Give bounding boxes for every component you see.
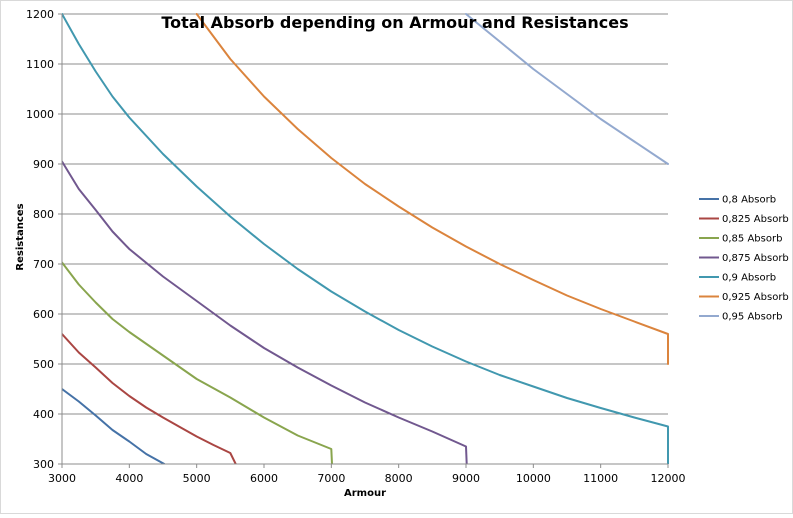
y-tick-label: 1100 [26, 58, 54, 71]
y-tick-label: 600 [33, 308, 54, 321]
series-line-2 [62, 261, 333, 464]
legend-item: 0,85 Absorb [699, 234, 782, 245]
x-tick-label: 3000 [48, 472, 76, 485]
gridlines [62, 13, 668, 465]
x-tick-label: 11000 [583, 472, 618, 485]
series-line-1 [62, 333, 237, 464]
x-tick-label: 12000 [651, 472, 686, 485]
legend-label: 0,825 Absorb [722, 214, 789, 225]
legend-item: 0,8 Absorb [699, 195, 776, 206]
x-tick-label: 9000 [452, 472, 480, 485]
series-line-3 [62, 160, 468, 464]
y-axis-title: Resistances [15, 203, 26, 270]
y-tick-label: 800 [33, 208, 54, 221]
legend-label: 0,85 Absorb [722, 234, 782, 245]
legend-item: 0,875 Absorb [699, 253, 789, 264]
y-tick-label: 500 [33, 358, 54, 371]
series-line-5 [195, 13, 669, 365]
y-tick-label: 700 [33, 258, 54, 271]
y-tick-label: 400 [33, 408, 54, 421]
series-line-6 [465, 13, 669, 165]
chart-title: Total Absorb depending on Armour and Res… [161, 13, 628, 32]
y-tick-label: 1200 [26, 8, 54, 21]
x-axis-title: Armour [344, 488, 386, 499]
x-tick-label: 4000 [115, 472, 143, 485]
legend-label: 0,95 Absorb [722, 312, 782, 323]
legend-item: 0,825 Absorb [699, 214, 789, 225]
x-tick-label: 7000 [317, 472, 345, 485]
y-tick-label: 300 [33, 458, 54, 471]
axes: 300 400 500 600 700 800 900 1000 1100 1200 3000 400… [26, 8, 686, 485]
legend-label: 0,8 Absorb [722, 195, 776, 206]
legend-label: 0,925 Absorb [722, 292, 789, 303]
legend: 0,8 Absorb 0,825 Absorb 0,85 Absorb 0,875 A… [699, 195, 789, 323]
y-tick-label: 1000 [26, 108, 54, 121]
x-tick-label: 8000 [385, 472, 413, 485]
x-tick-label: 6000 [250, 472, 278, 485]
series-lines [62, 13, 669, 464]
series-line-0 [62, 388, 166, 464]
legend-item: 0,925 Absorb [699, 292, 789, 303]
legend-item: 0,95 Absorb [699, 312, 782, 323]
legend-item: 0,9 Absorb [699, 273, 776, 284]
x-tick-label: 10000 [516, 472, 551, 485]
legend-label: 0,875 Absorb [722, 253, 789, 264]
series-line-4 [62, 13, 669, 464]
y-tick-label: 900 [33, 158, 54, 171]
x-tick-label: 5000 [183, 472, 211, 485]
legend-label: 0,9 Absorb [722, 273, 776, 284]
